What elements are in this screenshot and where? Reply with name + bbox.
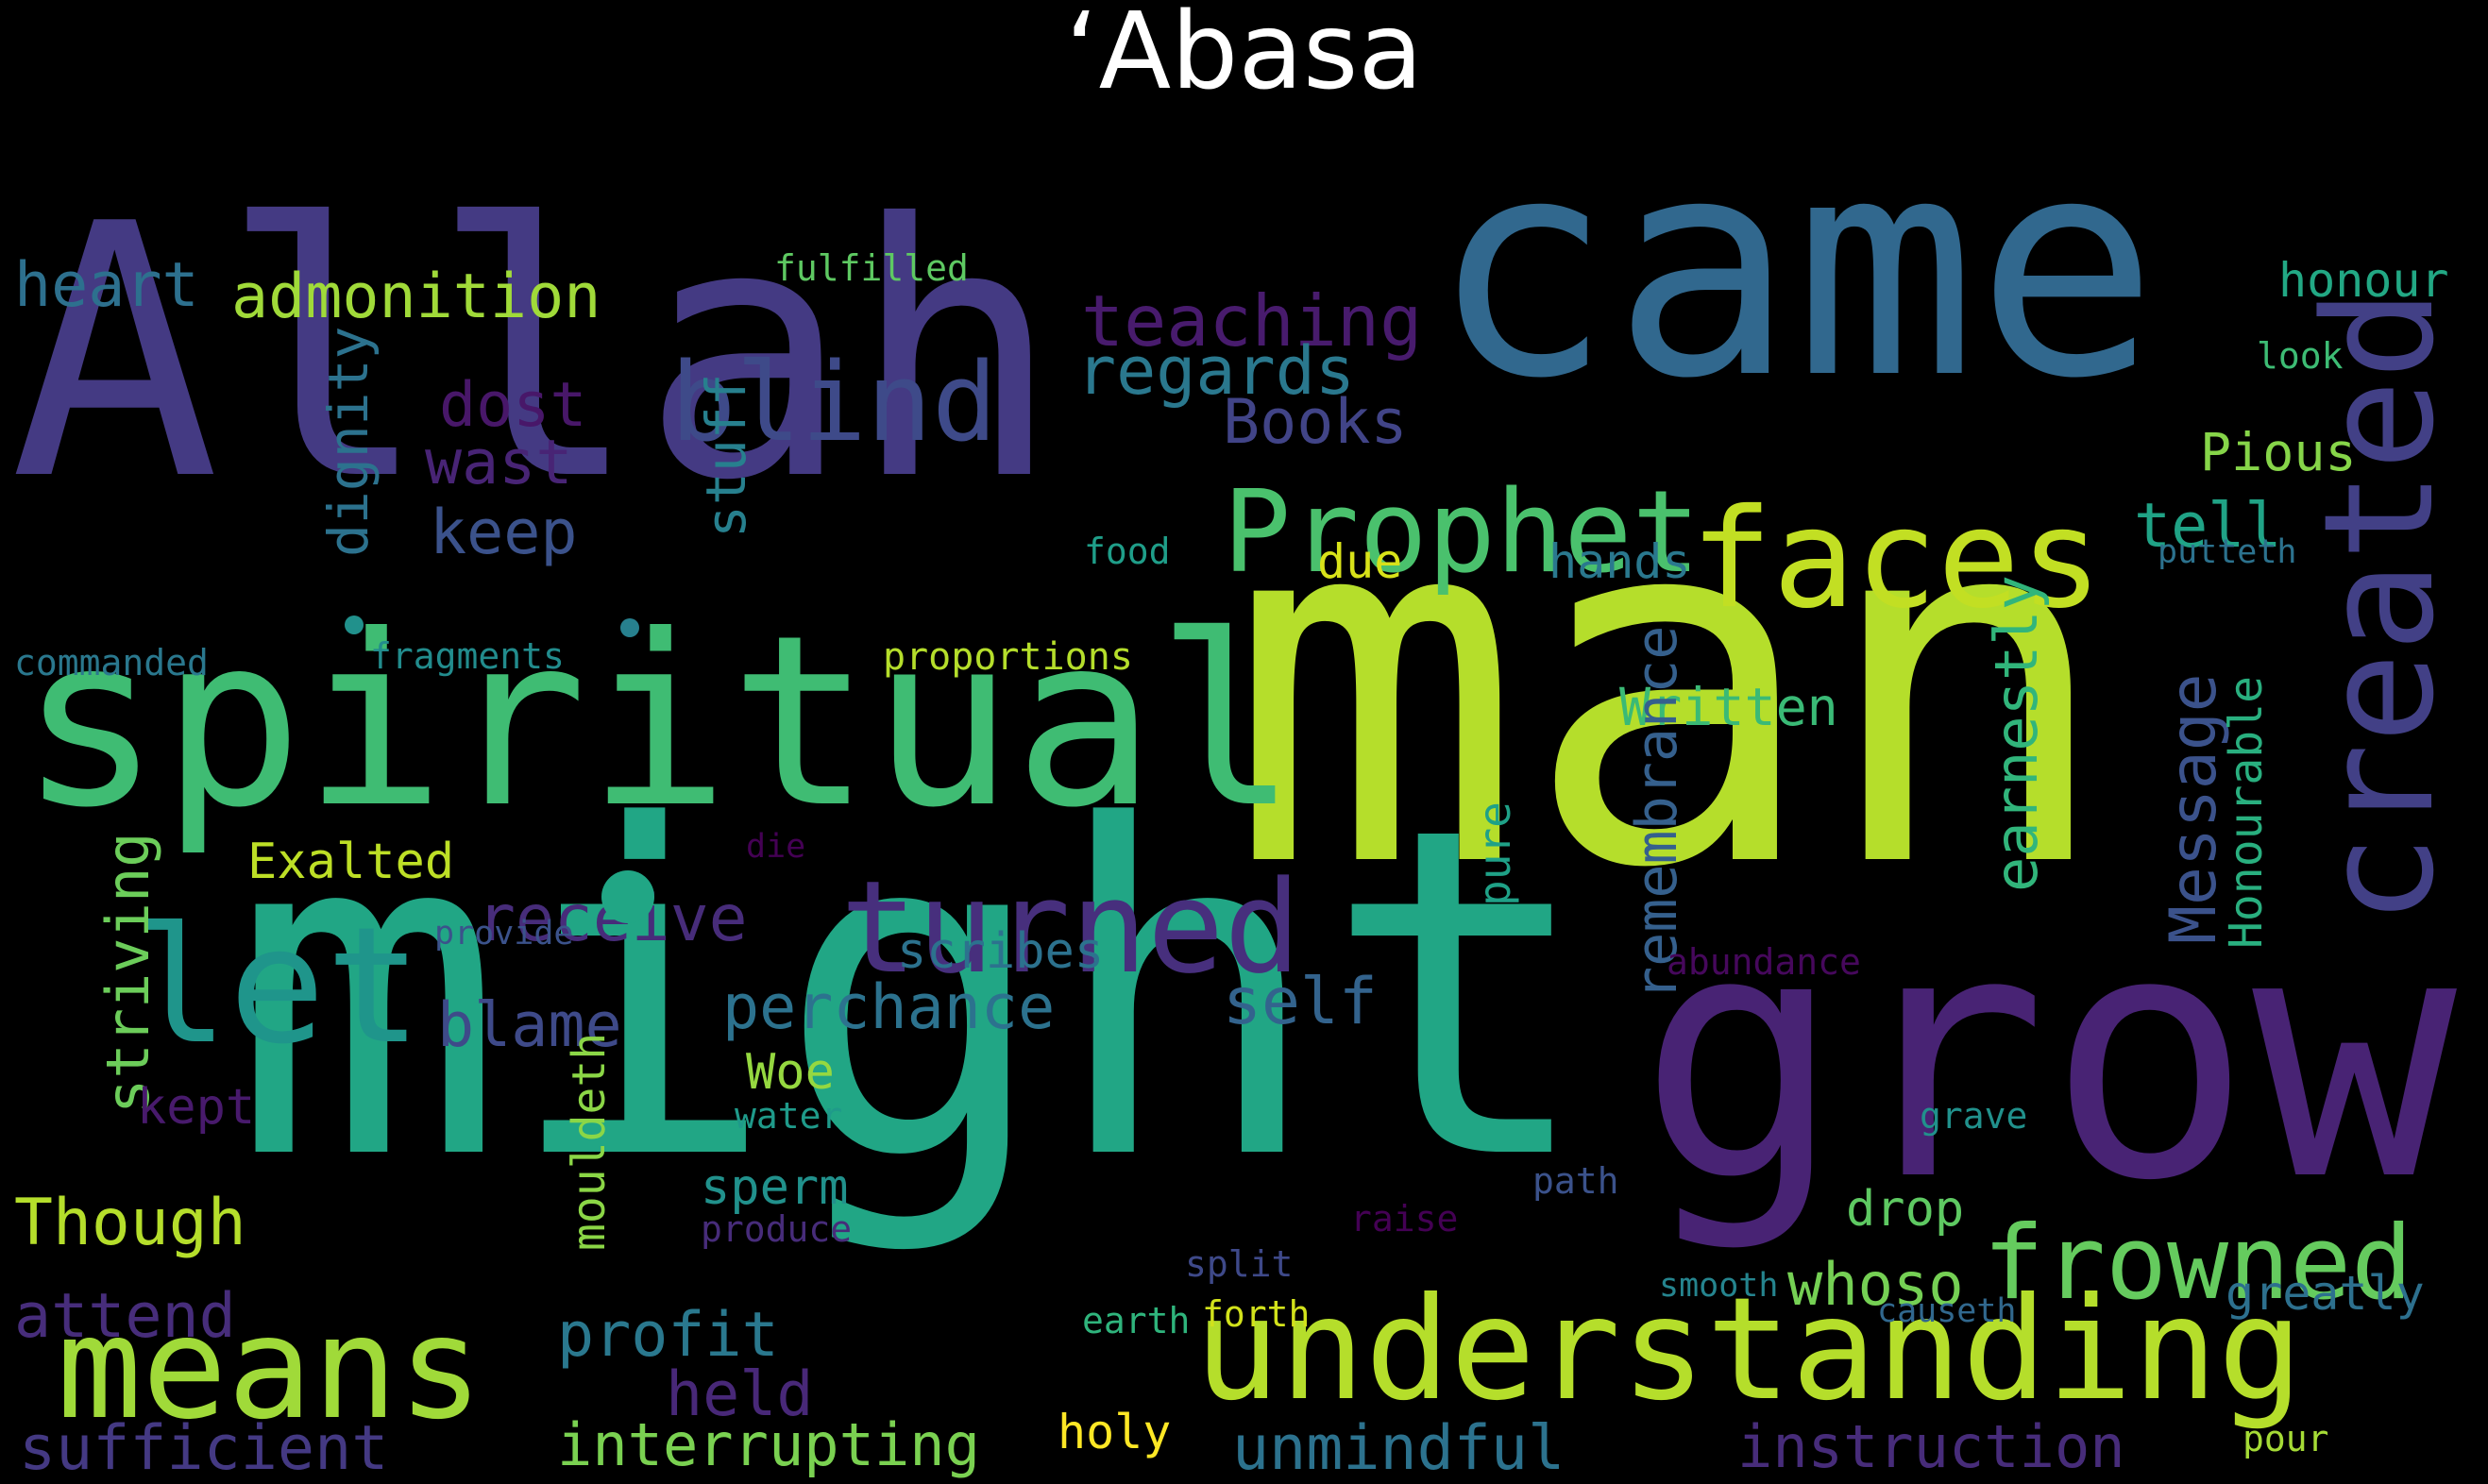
cloud-word-dignity: dignity <box>316 326 381 557</box>
cloud-word-pour: pour <box>2243 1418 2329 1459</box>
cloud-word-fragments: fragments <box>370 635 565 677</box>
cloud-word-greatly: greatly <box>2226 1266 2425 1321</box>
cloud-word-provide: provide <box>434 915 574 953</box>
cloud-word-earth: earth <box>1082 1300 1191 1341</box>
cloud-word-whoso: whoso <box>1787 1250 1964 1319</box>
cloud-word-grow: grow <box>1638 859 2457 1255</box>
cloud-dot <box>601 870 654 923</box>
cloud-word-split: split <box>1185 1243 1294 1285</box>
cloud-word-books: Books <box>1223 387 1408 458</box>
cloud-word-might: might <box>231 732 1596 1259</box>
cloud-word-tell: tell <box>2134 491 2282 562</box>
cloud-word-faces: faces <box>1690 480 2103 639</box>
cloud-word-blind: blind <box>670 340 998 466</box>
cloud-word-spiritual: spiritual <box>19 584 1298 859</box>
cloud-word-smooth: smooth <box>1659 1267 1779 1305</box>
cloud-word-perchance: perchance <box>722 972 1056 1043</box>
cloud-word-food: food <box>1084 531 1171 572</box>
cloud-word-self: self <box>1223 965 1378 1039</box>
cloud-word-admonition: admonition <box>231 261 601 332</box>
cloud-word-look: look <box>2257 335 2344 377</box>
cloud-word-causeth: causeth <box>1877 1292 2017 1330</box>
cloud-word-message: Message <box>2157 673 2231 944</box>
cloud-word-regards: regards <box>1076 332 1356 410</box>
cloud-word-came: came <box>1430 93 2158 445</box>
cloud-word-prophet: Prophet <box>1223 467 1701 599</box>
cloud-word-honour: honour <box>2278 253 2449 308</box>
cloud-word-teaching: teaching <box>1081 279 1423 363</box>
cloud-word-die: die <box>746 828 806 866</box>
cloud-word-instruction: instruction <box>1737 1412 2125 1481</box>
cloud-word-path: path <box>1532 1160 1619 1202</box>
cloud-word-created: created <box>2291 288 2467 925</box>
cloud-word-held: held <box>666 1359 814 1430</box>
cloud-word-earnestly: earnestly <box>1982 575 2051 892</box>
cloud-word-drop: drop <box>1846 1181 1965 1238</box>
cloud-word-commanded: commanded <box>14 642 209 683</box>
cloud-word-water: water <box>735 1095 843 1137</box>
cloud-dot <box>620 618 639 637</box>
cloud-word-fulfilled: fulfilled <box>774 247 969 289</box>
cloud-word-mouldeth: mouldeth <box>563 1032 616 1251</box>
page-title: ‘Abasa <box>1065 0 1423 113</box>
cloud-word-sufficient: sufficient <box>19 1413 389 1484</box>
cloud-word-kept: kept <box>137 1079 256 1136</box>
cloud-word-honourable: Honourable <box>2220 676 2273 949</box>
cloud-word-pure: pure <box>1469 801 1520 906</box>
cloud-word-man: man <box>1227 403 2115 975</box>
cloud-word-understanding: understanding <box>1194 1268 2303 1432</box>
cloud-word-allah: Allah <box>9 151 1061 557</box>
cloud-word-woe: Woe <box>746 1044 835 1101</box>
cloud-dot <box>345 616 364 634</box>
cloud-word-keep: keep <box>430 497 578 568</box>
cloud-word-pious: Pious <box>2200 422 2357 482</box>
cloud-word-produce: produce <box>701 1208 853 1250</box>
cloud-word-scribes: scribes <box>897 923 1105 980</box>
cloud-word-grave: grave <box>1920 1095 2028 1137</box>
cloud-word-interrupting: interrupting <box>557 1410 980 1479</box>
cloud-word-unmindful: unmindful <box>1232 1413 1566 1484</box>
cloud-word-blame: blame <box>437 990 622 1061</box>
cloud-word-abundance: abundance <box>1667 941 1861 983</box>
cloud-word-wast: wast <box>425 428 573 498</box>
cloud-word-attend: attend <box>14 1281 236 1352</box>
cloud-word-frowned: frowned <box>1983 1205 2413 1323</box>
cloud-word-raise: raise <box>1350 1198 1459 1239</box>
cloud-word-due: due <box>1317 534 1403 589</box>
cloud-word-heart: heart <box>14 250 199 321</box>
cloud-word-hands: hands <box>1549 534 1691 589</box>
cloud-word-holy: holy <box>1058 1405 1172 1459</box>
cloud-word-though: Though <box>14 1186 246 1260</box>
cloud-word-turned: turned <box>840 853 1301 1002</box>
cloud-word-means: means <box>57 1287 483 1451</box>
cloud-word-stuff: stuff <box>694 373 758 538</box>
cloud-word-sperm: sperm <box>701 1159 849 1216</box>
cloud-word-putteth: putteth <box>2158 533 2297 571</box>
cloud-word-written: Written <box>1619 677 1838 737</box>
cloud-word-forth: forth <box>1202 1293 1311 1335</box>
cloud-word-profit: profit <box>557 1300 779 1371</box>
cloud-word-let: let <box>132 893 423 1080</box>
cloud-word-exalted: Exalted <box>247 834 455 890</box>
cloud-word-dost: dost <box>439 370 587 441</box>
cloud-word-proportions: proportions <box>883 635 1133 679</box>
cloud-word-striving: striving <box>93 832 162 1114</box>
